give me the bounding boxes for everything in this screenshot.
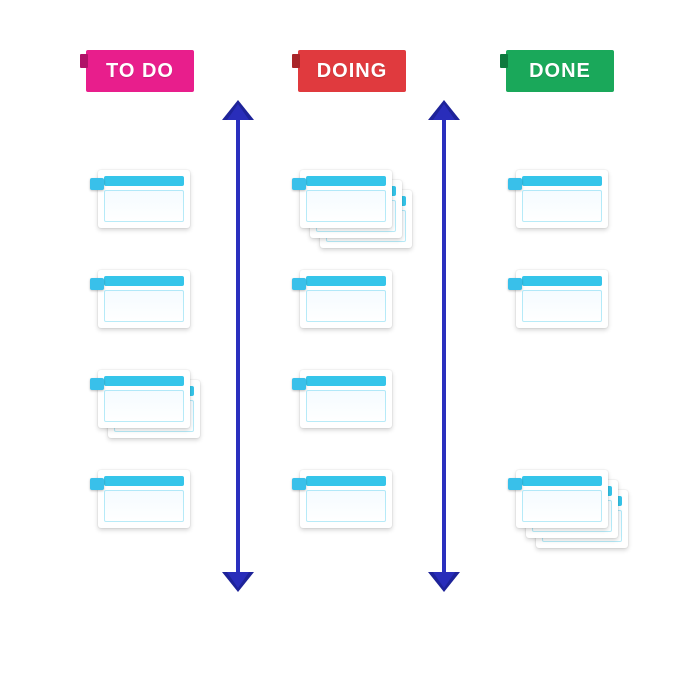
card-clip-icon	[90, 378, 104, 390]
card-cluster[interactable]	[516, 270, 636, 350]
card-clip-icon	[508, 278, 522, 290]
card-clip-icon	[292, 478, 306, 490]
task-card[interactable]	[300, 470, 392, 528]
card-cluster[interactable]	[98, 270, 218, 350]
task-card[interactable]	[98, 370, 190, 428]
task-card[interactable]	[300, 270, 392, 328]
card-cluster[interactable]	[300, 370, 420, 450]
card-clip-icon	[292, 378, 306, 390]
card-clip-icon	[508, 478, 522, 490]
column-divider	[442, 110, 446, 580]
header-tab-icon	[292, 54, 300, 68]
task-card[interactable]	[98, 170, 190, 228]
column-header-doing: DOING	[298, 50, 406, 92]
card-cluster[interactable]	[98, 370, 218, 450]
task-card[interactable]	[300, 370, 392, 428]
header-tab-icon	[500, 54, 508, 68]
card-clip-icon	[90, 478, 104, 490]
column-header-done: DONE	[506, 50, 614, 92]
card-cluster[interactable]	[300, 170, 420, 250]
card-cluster[interactable]	[300, 470, 420, 550]
card-clip-icon	[292, 178, 306, 190]
card-clip-icon	[508, 178, 522, 190]
divider-cap-icon	[428, 572, 460, 592]
divider-cap-icon	[428, 100, 460, 120]
task-card[interactable]	[98, 270, 190, 328]
divider-cap-icon	[222, 572, 254, 592]
card-clip-icon	[292, 278, 306, 290]
column-header-label: DOING	[317, 60, 388, 83]
task-card[interactable]	[516, 470, 608, 528]
card-cluster[interactable]	[516, 470, 636, 550]
card-cluster[interactable]	[98, 170, 218, 250]
card-cluster[interactable]	[98, 470, 218, 550]
card-cluster[interactable]	[516, 170, 636, 250]
header-tab-icon	[80, 54, 88, 68]
column-header-label: TO DO	[106, 60, 174, 83]
task-card[interactable]	[98, 470, 190, 528]
card-clip-icon	[90, 178, 104, 190]
card-clip-icon	[90, 278, 104, 290]
task-card[interactable]	[516, 270, 608, 328]
divider-cap-icon	[222, 100, 254, 120]
column-header-todo: TO DO	[86, 50, 194, 92]
task-card[interactable]	[300, 170, 392, 228]
kanban-board: TO DO DOING DONE	[0, 0, 700, 700]
card-cluster[interactable]	[300, 270, 420, 350]
task-card[interactable]	[516, 170, 608, 228]
column-header-label: DONE	[529, 60, 591, 83]
column-divider	[236, 110, 240, 580]
